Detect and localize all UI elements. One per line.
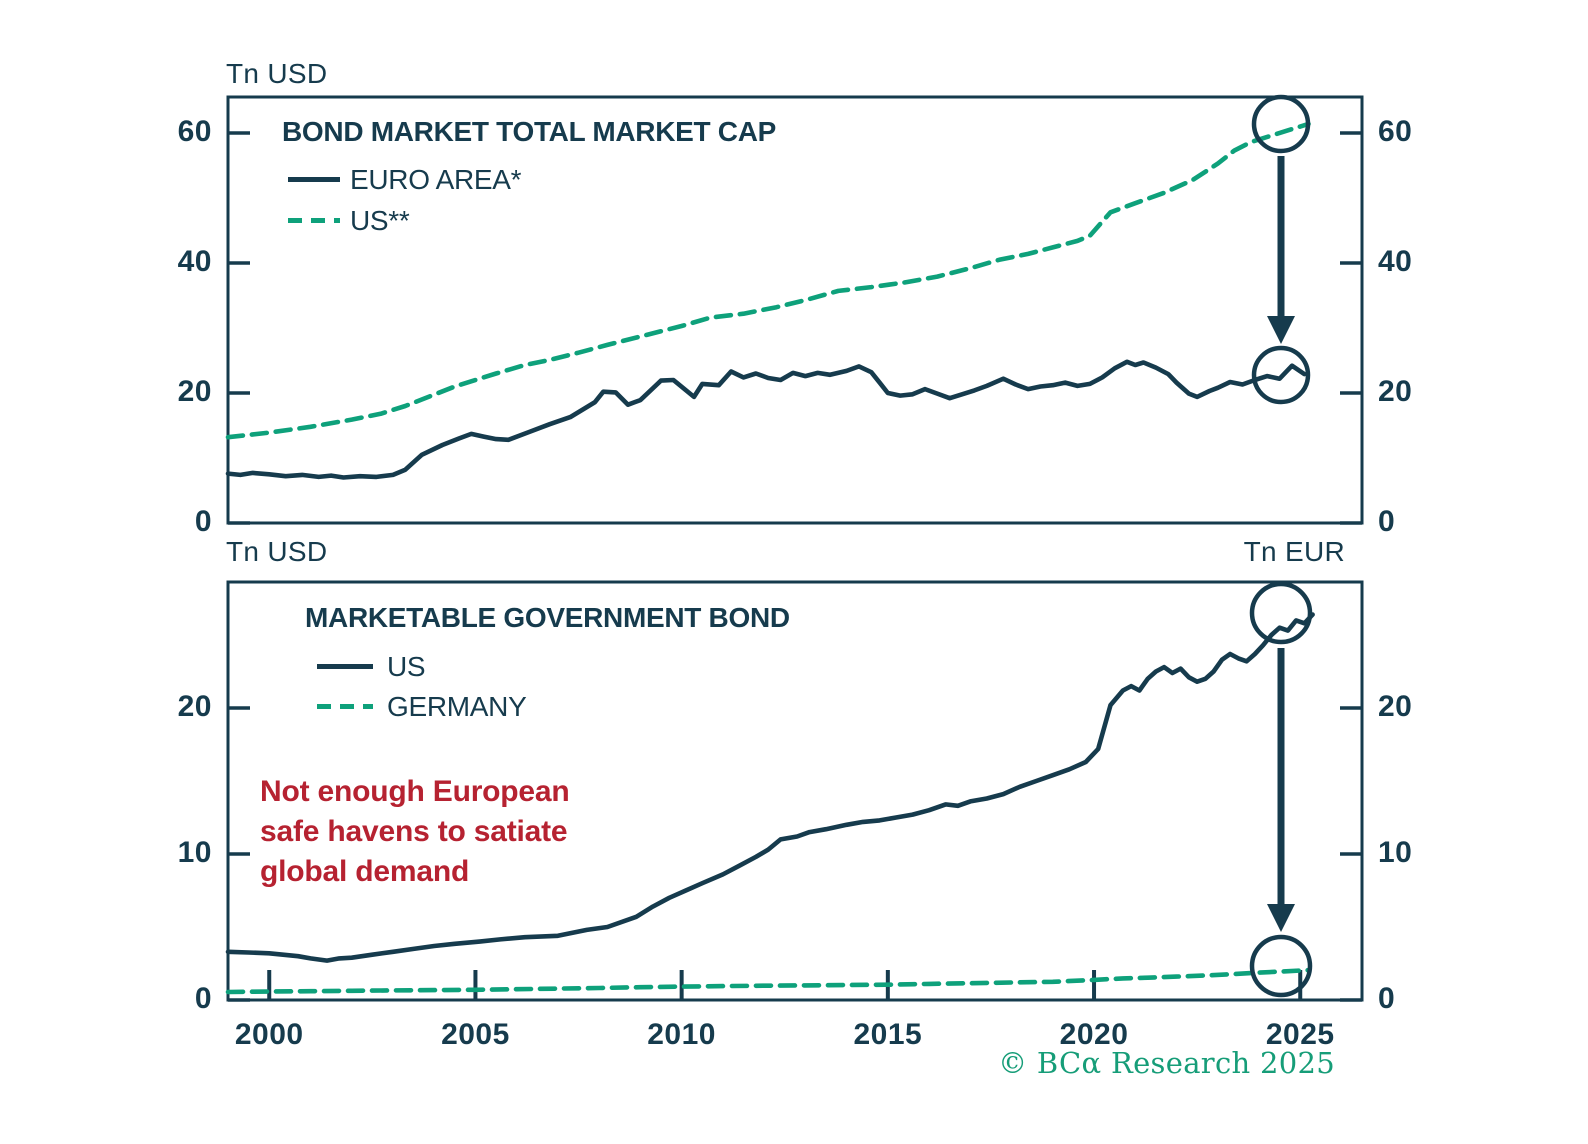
x-axis-label: 2010	[647, 1018, 716, 1051]
legend-line-euro-area	[288, 177, 340, 182]
panel1-unit-left: Tn USD	[226, 58, 328, 89]
annotation-line-3: global demand	[260, 855, 470, 888]
series-line-germany	[225, 967, 1311, 995]
x-axis-label: 2000	[234, 1018, 304, 1051]
series-line-euro-area	[225, 359, 1307, 480]
y-axis-label-left: 0	[194, 505, 212, 538]
endpoint-circle-us	[1249, 581, 1313, 645]
y-axis-label-right: 40	[1378, 245, 1413, 278]
annotation-line-2: safe havens to satiate	[260, 815, 568, 848]
x-axis-label: 2015	[853, 1018, 923, 1051]
series-line-us	[225, 121, 1311, 440]
y-axis-label-left: 20	[177, 375, 212, 408]
x-axis-label: 2025	[1265, 1018, 1335, 1051]
legend-line-us	[288, 218, 340, 223]
x-axis-label: 2005	[441, 1018, 510, 1051]
series-line-us	[225, 612, 1315, 963]
panel2-unit-right: Tn EUR	[1243, 536, 1345, 567]
y-axis-label-right: 0	[1378, 505, 1396, 538]
legend-label-germany: GERMANY	[387, 691, 527, 722]
legend-line-us-govt	[317, 664, 373, 669]
annotation-text: Not enough European safe havens to satia…	[260, 772, 570, 892]
legend-label-euro-area: EURO AREA*	[350, 164, 522, 195]
y-axis-label-right: 60	[1378, 115, 1413, 148]
endpoint-circle-euro-area	[1251, 345, 1311, 405]
x-axis-label: 2020	[1059, 1018, 1129, 1051]
legend-label-us-govt: US	[387, 651, 426, 682]
y-axis-label-left: 20	[177, 690, 212, 723]
y-axis-label-right: 20	[1378, 690, 1413, 723]
endpoint-circle-germany	[1249, 934, 1313, 998]
gap-arrow-head-icon	[1267, 904, 1295, 932]
panel2-title: MARKETABLE GOVERNMENT BOND	[305, 602, 790, 633]
y-axis-label-left: 40	[177, 245, 212, 278]
source-credit: © BCα Research 2025	[998, 1046, 1335, 1080]
legend-label-us: US**	[350, 205, 410, 236]
panel-border	[226, 95, 1364, 525]
y-axis-label-right: 20	[1378, 375, 1413, 408]
annotation-line-1: Not enough European	[260, 775, 570, 808]
panel1-title: BOND MARKET TOTAL MARKET CAP	[282, 116, 777, 147]
y-axis-label-right: 10	[1378, 836, 1413, 869]
y-axis-label-left: 10	[177, 836, 212, 869]
y-axis-label-left: 0	[194, 982, 212, 1015]
gap-arrow-head-icon	[1267, 316, 1295, 344]
y-axis-label-left: 60	[177, 115, 212, 148]
panel2-unit-left: Tn USD	[226, 536, 328, 567]
y-axis-label-right: 0	[1378, 982, 1396, 1015]
panel-border	[226, 580, 1364, 1002]
endpoint-circle-us	[1251, 94, 1311, 154]
legend-line-germany	[317, 704, 373, 709]
